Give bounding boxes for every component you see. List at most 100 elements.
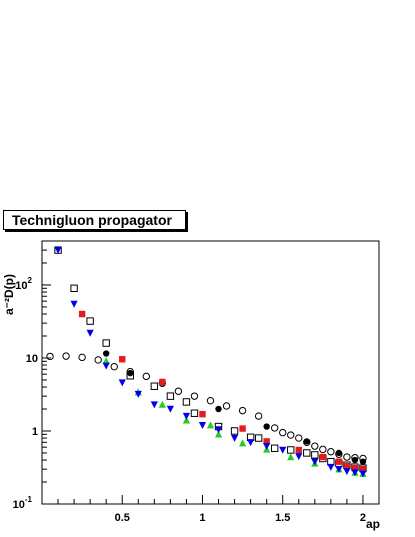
data-point-open-square (150, 382, 159, 390)
data-point-open-square (230, 427, 239, 435)
data-point-open-square (311, 451, 319, 459)
data-point-open-circle (319, 445, 327, 454)
data-point-open-square (303, 449, 311, 457)
data-point-filled-triangle-up (158, 400, 166, 408)
data-point-filled-triangle-down (343, 468, 351, 476)
data-point-filled-triangle-up (238, 439, 247, 447)
data-point-open-circle (174, 387, 183, 395)
data-point-open-square (70, 284, 78, 292)
data-point-open-circle (78, 353, 86, 362)
data-point-filled-triangle-up (102, 357, 110, 365)
data-point-filled-square (359, 465, 367, 473)
data-point-filled-triangle-up (214, 430, 223, 438)
data-point-open-circle (206, 396, 215, 405)
data-point-filled-circle (303, 438, 310, 445)
data-point-open-square (182, 398, 191, 406)
data-point-filled-triangle-down (311, 458, 319, 466)
data-point-filled-triangle-down (359, 470, 367, 478)
data-point-filled-square (159, 378, 166, 386)
data-point-open-square (254, 434, 263, 442)
data-point-open-square (270, 444, 279, 452)
data-point-open-circle (190, 392, 199, 400)
x-tick-label: 1.5 (275, 512, 290, 524)
data-point-open-square (166, 392, 175, 400)
data-point-filled-circle (102, 350, 110, 357)
y-tick-label-base: 10 (15, 280, 27, 292)
x-tick-label: 1 (199, 512, 205, 524)
data-point-open-circle (254, 412, 263, 420)
data-point-open-square (102, 339, 110, 347)
data-point-filled-circle (127, 369, 134, 377)
data-point-filled-triangle-up (206, 421, 215, 429)
data-point-filled-triangle-down (134, 390, 142, 398)
data-point-filled-circle (351, 456, 359, 464)
data-point-filled-triangle-down (70, 300, 78, 308)
data-point-filled-square (239, 425, 246, 432)
data-point-filled-triangle-down (327, 463, 335, 471)
data-point-open-circle (327, 448, 335, 456)
data-point-open-square (86, 317, 94, 325)
data-point-open-circle (62, 352, 70, 360)
y-tick-label: 1 (32, 426, 38, 438)
data-point-filled-triangle-down (295, 453, 303, 461)
data-point-filled-square (295, 446, 302, 454)
data-point-filled-circle (359, 458, 367, 465)
data-point-filled-triangle-down (263, 442, 271, 450)
data-point-open-circle (222, 402, 231, 410)
y-tick-label: 102 (15, 276, 32, 292)
data-point-open-circle (343, 453, 351, 461)
data-point-filled-square (343, 462, 351, 470)
y-tick-label-exponent: 2 (28, 276, 33, 285)
data-point-filled-triangle-down (86, 329, 94, 337)
data-point-open-circle (270, 424, 279, 432)
data-point-filled-triangle-down (54, 246, 62, 254)
data-point-open-circle (46, 352, 54, 361)
axis-ticks (42, 240, 380, 505)
data-point-filled-triangle-down (335, 465, 343, 473)
x-axis-label: ap (366, 517, 380, 531)
data-point-filled-triangle-down (247, 439, 255, 447)
data-point-filled-triangle-down (198, 422, 207, 430)
y-tick-label: 10 (26, 353, 38, 365)
data-point-open-square (287, 446, 295, 454)
data-point-filled-triangle-down (118, 379, 126, 387)
data-point-filled-triangle-down (279, 446, 287, 454)
data-point-filled-circle (335, 449, 343, 457)
data-point-filled-triangle-down (230, 434, 239, 442)
data-point-open-square (190, 409, 199, 417)
data-point-filled-triangle-down (351, 469, 359, 477)
x-tick-label: 2 (360, 512, 366, 524)
data-point-open-circle (311, 442, 319, 450)
data-point-filled-square (78, 310, 86, 318)
chart-title-box: Technigluon propagator (3, 210, 186, 230)
data-point-filled-circle (263, 423, 270, 430)
data-point-open-circle (94, 356, 102, 364)
data-point-open-circle (279, 428, 287, 437)
data-point-filled-triangle-up (287, 453, 295, 461)
data-point-filled-triangle-down (166, 405, 174, 413)
y-tick-label-base: 10 (13, 499, 25, 511)
data-point-filled-triangle-down (182, 412, 191, 420)
x-tick-label: 0.5 (115, 512, 130, 524)
data-point-open-circle (110, 362, 118, 371)
data-point-filled-triangle-up (182, 416, 191, 424)
y-tick-label: 10-1 (13, 495, 33, 511)
data-markers (46, 246, 367, 478)
data-point-open-circle (287, 431, 295, 439)
data-point-open-circle (295, 434, 303, 442)
data-point-filled-square (335, 458, 343, 465)
data-point-filled-triangle-down (150, 401, 158, 409)
data-point-open-square (327, 457, 335, 466)
data-point-filled-square (319, 453, 327, 461)
data-point-filled-square (351, 464, 359, 472)
data-point-filled-triangle-down (102, 362, 110, 370)
data-point-filled-square (263, 438, 270, 445)
y-tick-label-exponent: -1 (25, 495, 33, 504)
data-point-open-circle (142, 372, 151, 381)
data-point-filled-circle (215, 405, 222, 413)
data-point-filled-triangle-down (214, 426, 223, 434)
plot-frame (41, 240, 380, 505)
data-point-filled-square (199, 410, 206, 418)
